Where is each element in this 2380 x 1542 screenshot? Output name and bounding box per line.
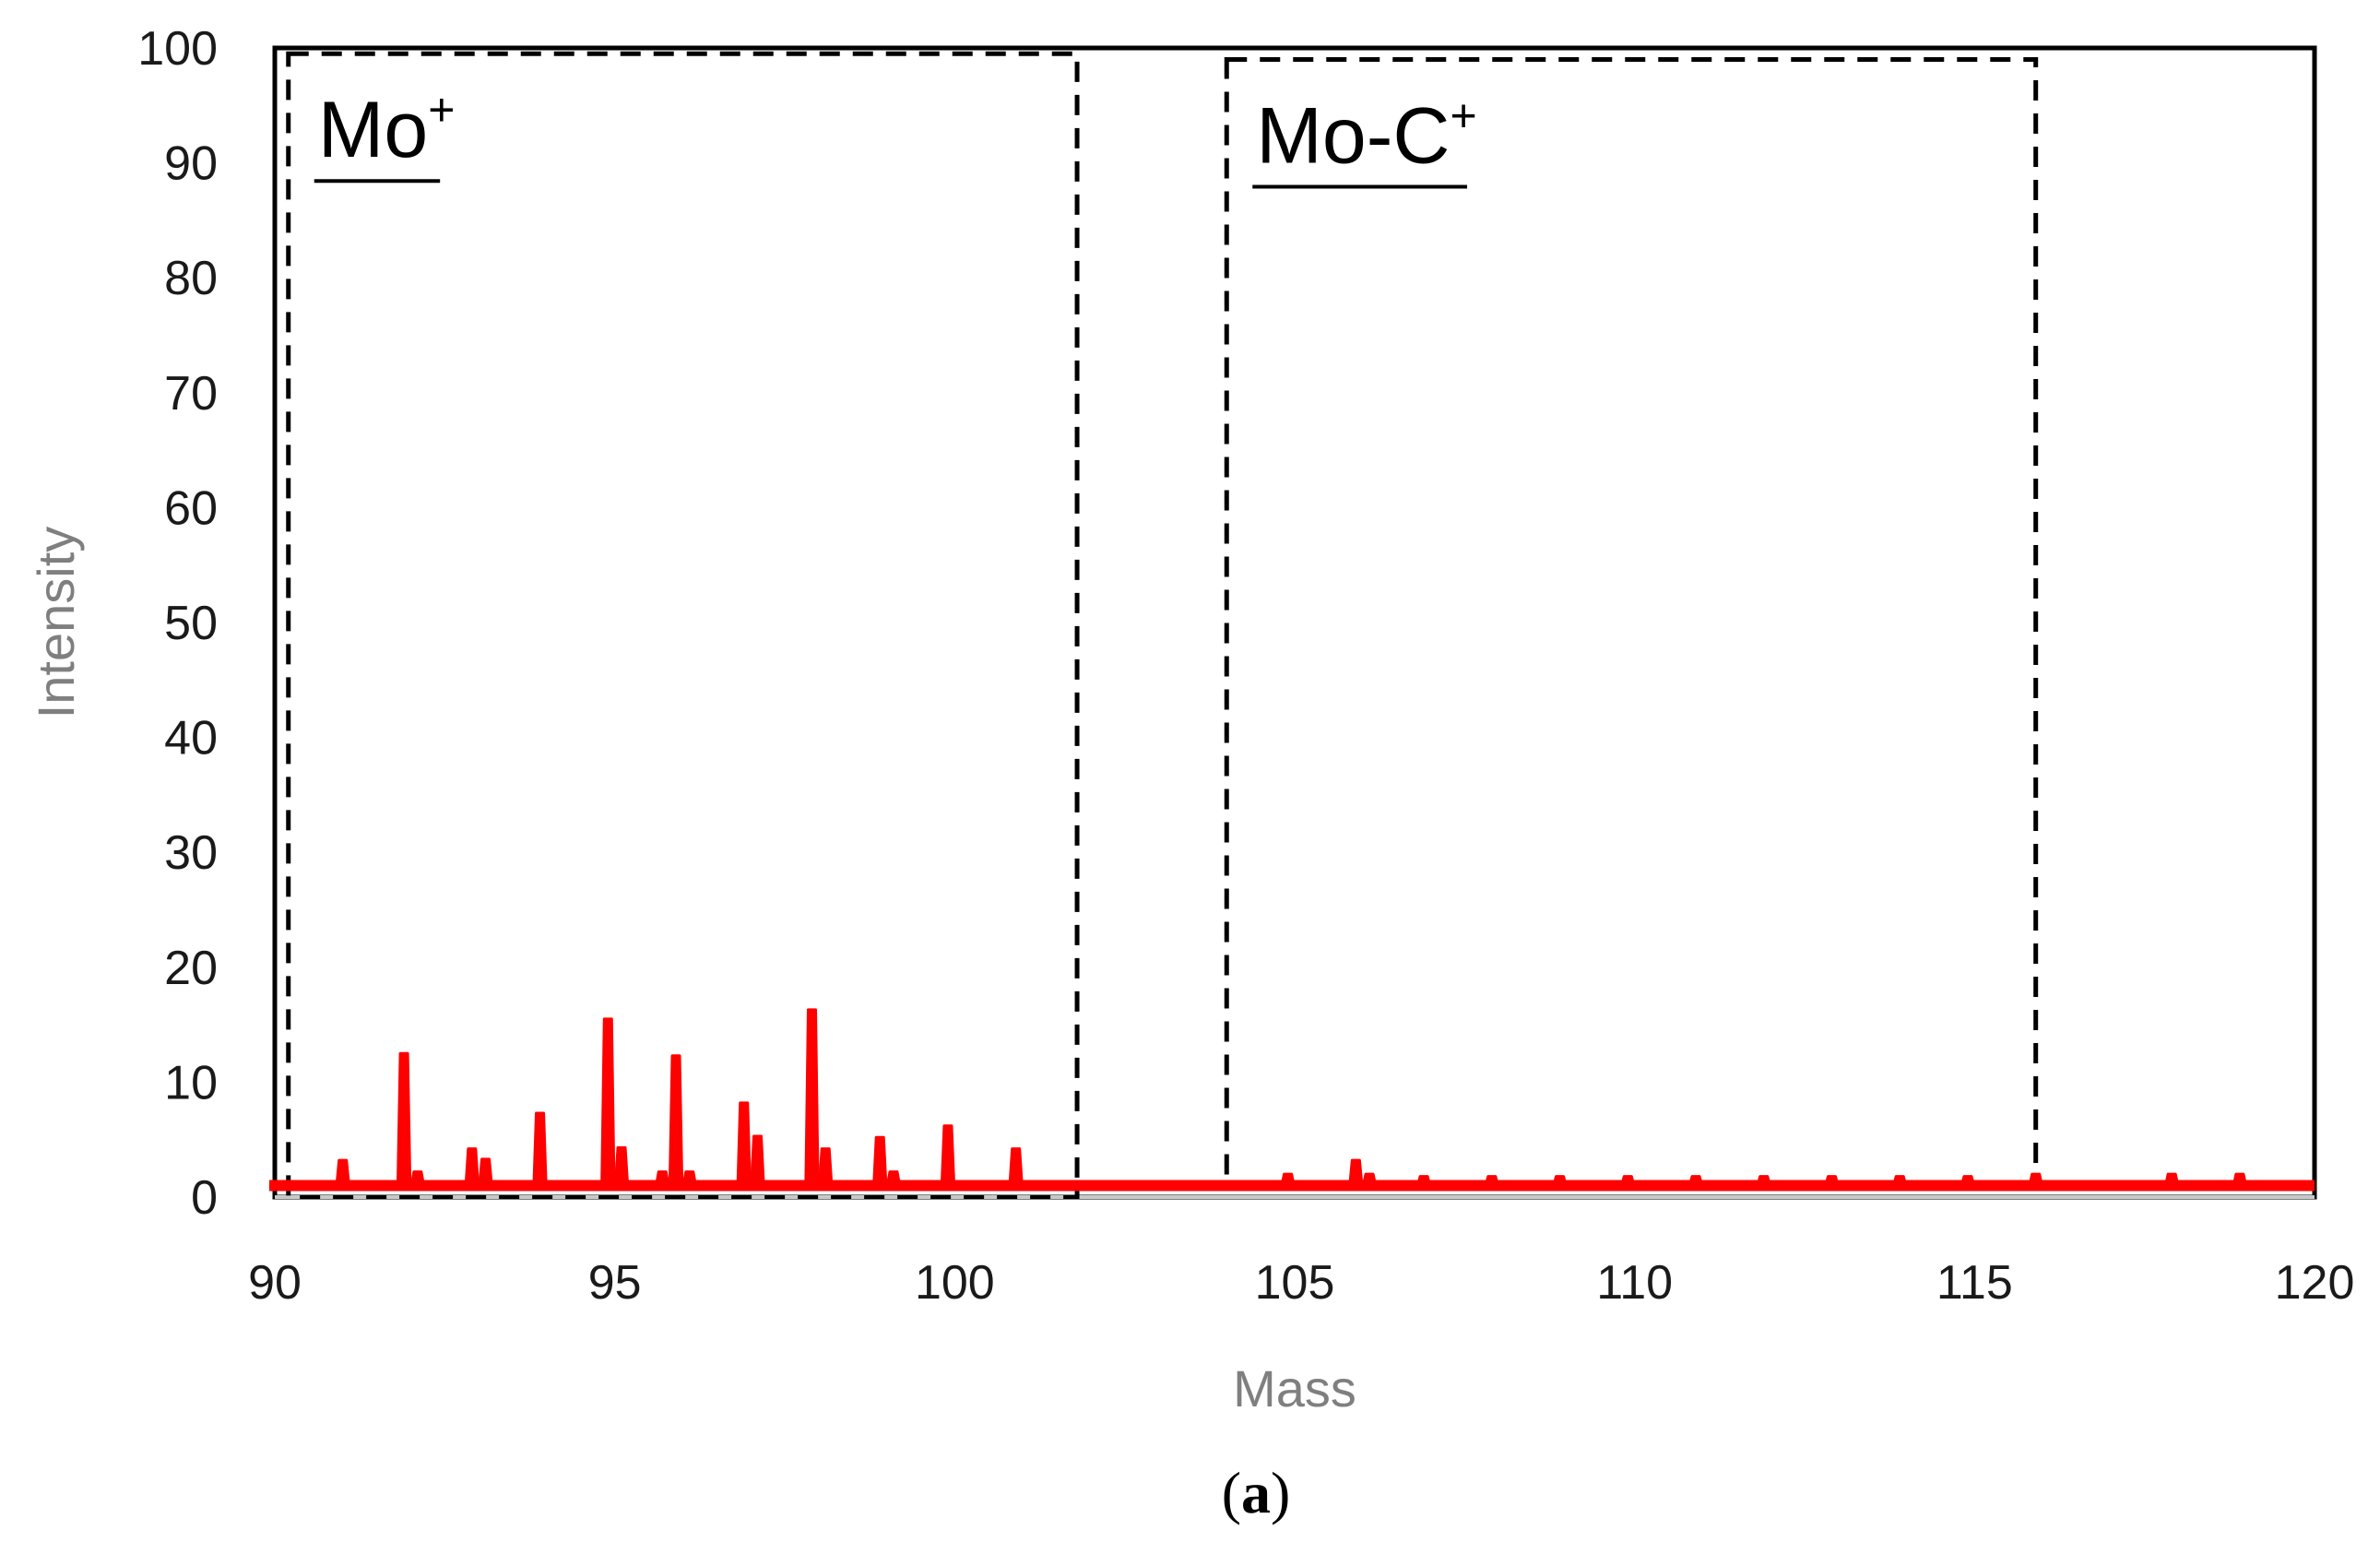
spectrum-peak <box>885 1170 902 1188</box>
spectrum-peak <box>1361 1172 1378 1188</box>
spectrum-peak <box>464 1147 480 1188</box>
region-boxes: Mo+ Mo-C+ <box>286 51 2039 1200</box>
x-tick-label: 110 <box>1596 1256 1673 1310</box>
x-axis-ticks: 90 95 100 105 110 115 120 <box>248 1195 2355 1310</box>
spectrum-peak <box>1892 1175 1908 1188</box>
region-label: Mo+ <box>318 84 456 174</box>
region-box-mo <box>286 51 1080 1200</box>
spectrum-peak <box>2232 1172 2248 1188</box>
spectrum-peak <box>736 1101 752 1188</box>
spectrum-peak <box>600 1017 616 1188</box>
spectrum-peak <box>2164 1172 2180 1188</box>
spectrum-series <box>269 1008 2315 1192</box>
y-tick-label: 90 <box>164 137 218 191</box>
panel-label-close: ) <box>1271 1460 1290 1525</box>
spectrum-peak <box>940 1124 956 1188</box>
spectrum-peak <box>804 1008 820 1188</box>
region-box-mo-c <box>1224 56 2039 1189</box>
panel-label-open: ( <box>1222 1460 1241 1525</box>
panel-label-letter: a <box>1241 1460 1271 1525</box>
spectrum-peak <box>1552 1175 1568 1188</box>
y-tick-label: 20 <box>164 942 218 995</box>
y-tick-label: 10 <box>164 1056 218 1109</box>
x-axis-title: Mass <box>1233 1359 1356 1417</box>
y-tick-label: 70 <box>164 367 218 421</box>
spectrum-peak <box>1348 1158 1364 1188</box>
spectrum-peak <box>396 1051 412 1188</box>
y-tick-label: 80 <box>164 252 218 305</box>
spectrum-peak <box>655 1170 670 1188</box>
x-tick-label: 105 <box>1255 1256 1335 1310</box>
panel-label: (a) <box>1222 1460 1291 1525</box>
plot-area-frame <box>272 45 2317 1200</box>
spectrum-peak <box>1484 1175 1499 1188</box>
spectrum-peak <box>532 1111 548 1188</box>
spectrum-peak <box>2028 1172 2043 1188</box>
x-tick-label: 100 <box>915 1256 995 1310</box>
spectrum-peak <box>1620 1175 1636 1188</box>
spectrum-peak <box>750 1134 765 1188</box>
x-tick-label: 120 <box>2275 1256 2355 1310</box>
spectrum-peak <box>1824 1175 1840 1188</box>
spectrum-peak <box>1415 1175 1432 1188</box>
spectrum-peak <box>1756 1175 1771 1188</box>
x-tick-label: 90 <box>248 1256 302 1310</box>
spectrum-peak <box>478 1157 493 1188</box>
y-tick-label: 30 <box>164 826 218 880</box>
region-label-superscript: + <box>428 84 455 136</box>
spectrum-peak <box>1960 1175 1976 1188</box>
region-label-superscript: + <box>1450 89 1476 141</box>
region-label-text: Mo-C <box>1256 91 1450 180</box>
spectrum-peak <box>1687 1175 1704 1188</box>
spectrum-peak <box>335 1158 350 1188</box>
x-tick-label: 95 <box>588 1256 642 1310</box>
region-label: Mo-C+ <box>1256 89 1476 180</box>
y-tick-label: 50 <box>164 597 218 650</box>
spectrum-peak <box>1280 1172 1296 1188</box>
spectrum-peak <box>681 1170 697 1188</box>
spectrum-peak <box>818 1147 834 1188</box>
y-axis-ticks: 0 10 20 30 40 50 60 70 80 90 100 <box>137 22 218 1225</box>
y-tick-label: 60 <box>164 481 218 535</box>
y-tick-label: 40 <box>164 712 218 765</box>
spectrum-peak <box>409 1170 425 1188</box>
y-tick-label: 0 <box>191 1171 218 1225</box>
y-tick-label: 100 <box>137 22 218 76</box>
spectrum-peak <box>668 1054 684 1188</box>
y-axis-title: Intensity <box>27 527 85 719</box>
spectrum-peak <box>613 1145 630 1188</box>
spectrum-peak <box>1008 1147 1024 1188</box>
spectrum-peak <box>872 1135 888 1188</box>
region-label-text: Mo <box>318 86 428 174</box>
x-tick-label: 115 <box>1936 1256 2013 1310</box>
